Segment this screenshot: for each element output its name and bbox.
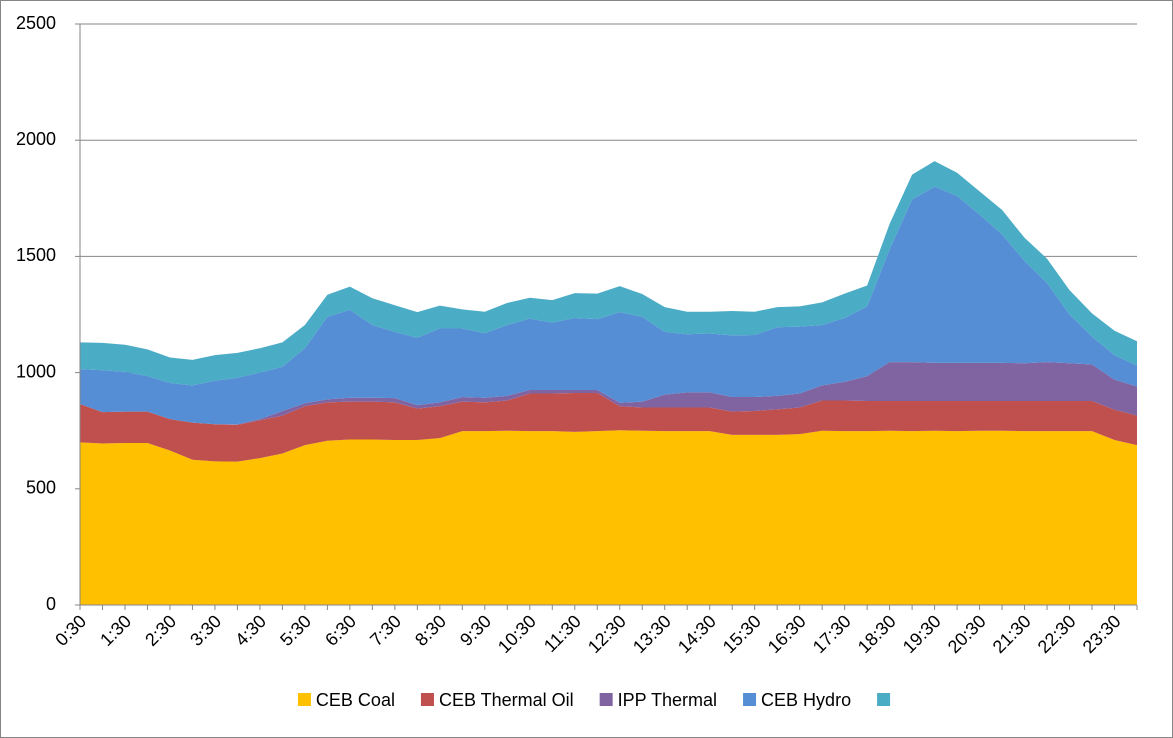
area [80,186,1137,425]
legend-swatch [877,693,891,706]
y-tick-label: 2500 [16,13,56,33]
y-tick-label: 1000 [16,361,56,381]
area [80,393,1137,462]
legend: CEB Coal CEB Thermal Oil IPP Thermal CEB Hy… [297,690,891,710]
legend-label: CEB Thermal Oil [439,690,574,710]
legend-swatch [420,693,434,706]
legend-label: CEB Coal [316,690,395,710]
legend-swatch [743,693,757,706]
area [80,161,1137,386]
area [80,362,1137,425]
y-tick-label: 1500 [16,245,56,265]
y-tick-label: 2000 [16,129,56,149]
legend-label: CEB Hydro [761,690,851,710]
legend-swatch [297,693,311,706]
legend-swatch [599,693,613,706]
y-tick-label: 500 [26,478,56,498]
legend-label: IPP Thermal [618,690,717,710]
area [80,430,1137,605]
y-tick-label: 0 [46,594,56,614]
